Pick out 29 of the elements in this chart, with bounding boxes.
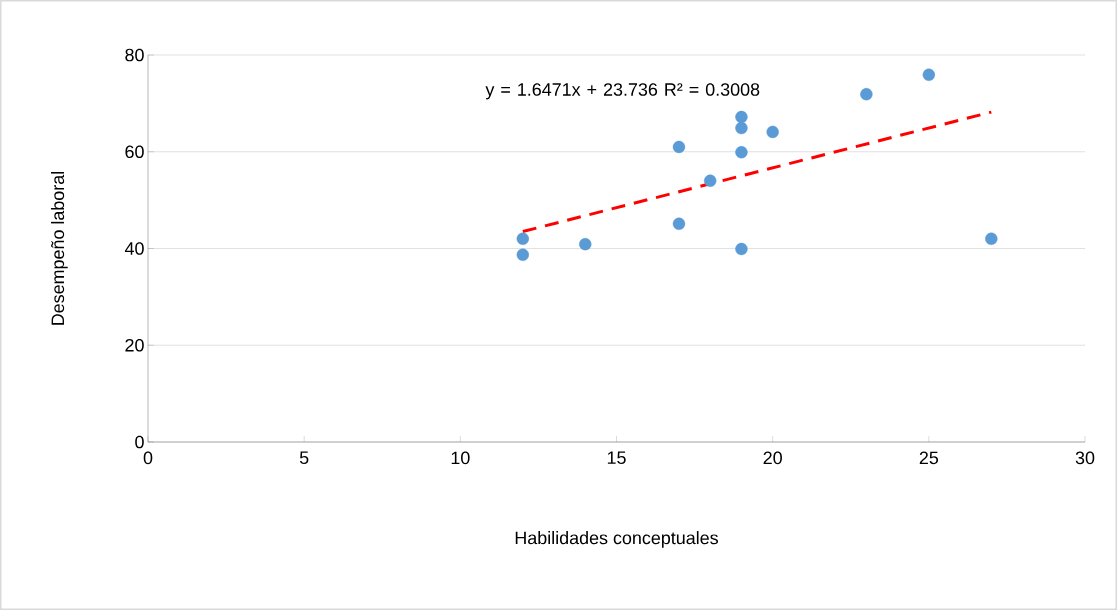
x-tick-label: 0 — [143, 451, 153, 465]
point — [516, 232, 529, 245]
y-tick-label: 40 — [124, 242, 144, 255]
point — [766, 125, 779, 139]
point — [735, 121, 748, 135]
x-axis-title: Habilidades conceptuales — [515, 531, 718, 548]
y-tick-label: 80 — [125, 48, 144, 62]
point — [922, 68, 936, 82]
point — [672, 140, 686, 154]
x-tick-label: 15 — [607, 451, 626, 465]
y-tick-label: 20 — [125, 338, 144, 352]
x-tick-label: 10 — [451, 451, 470, 465]
point — [735, 110, 748, 124]
point — [672, 217, 686, 231]
point — [516, 248, 529, 261]
annotation: y = 1.6471x + 23.736 R² = 0.3008 — [485, 83, 760, 100]
point — [985, 232, 998, 245]
point — [735, 242, 748, 256]
y-tick-label: 0 — [135, 435, 144, 449]
point — [579, 237, 592, 251]
x-tick-label: 20 — [763, 451, 782, 465]
point — [704, 174, 717, 187]
x-tick-label: 30 — [1075, 451, 1095, 465]
y-axis-title: Desempeño laboral — [50, 172, 68, 325]
point — [735, 146, 748, 159]
x-tick-label: 25 — [919, 451, 939, 465]
point — [860, 88, 873, 101]
y-tick-label: 60 — [125, 145, 144, 159]
x-tick-label: 5 — [299, 451, 309, 465]
